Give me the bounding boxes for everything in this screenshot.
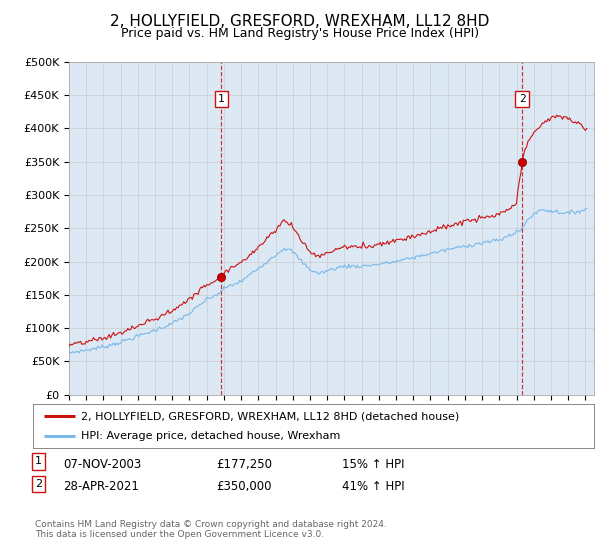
Text: 2, HOLLYFIELD, GRESFORD, WREXHAM, LL12 8HD: 2, HOLLYFIELD, GRESFORD, WREXHAM, LL12 8… — [110, 14, 490, 29]
Text: 28-APR-2021: 28-APR-2021 — [63, 480, 139, 493]
Text: £177,250: £177,250 — [216, 458, 272, 470]
Text: 07-NOV-2003: 07-NOV-2003 — [63, 458, 141, 470]
Text: 2: 2 — [518, 94, 526, 104]
Text: £350,000: £350,000 — [216, 480, 271, 493]
Text: 15% ↑ HPI: 15% ↑ HPI — [342, 458, 404, 470]
Text: 1: 1 — [218, 94, 224, 104]
Text: HPI: Average price, detached house, Wrexham: HPI: Average price, detached house, Wrex… — [80, 431, 340, 441]
Text: 2, HOLLYFIELD, GRESFORD, WREXHAM, LL12 8HD (detached house): 2, HOLLYFIELD, GRESFORD, WREXHAM, LL12 8… — [80, 411, 459, 421]
Text: Contains HM Land Registry data © Crown copyright and database right 2024.
This d: Contains HM Land Registry data © Crown c… — [35, 520, 386, 539]
Text: 2: 2 — [35, 479, 42, 489]
Text: 41% ↑ HPI: 41% ↑ HPI — [342, 480, 404, 493]
Text: Price paid vs. HM Land Registry's House Price Index (HPI): Price paid vs. HM Land Registry's House … — [121, 27, 479, 40]
Text: 1: 1 — [35, 456, 42, 466]
